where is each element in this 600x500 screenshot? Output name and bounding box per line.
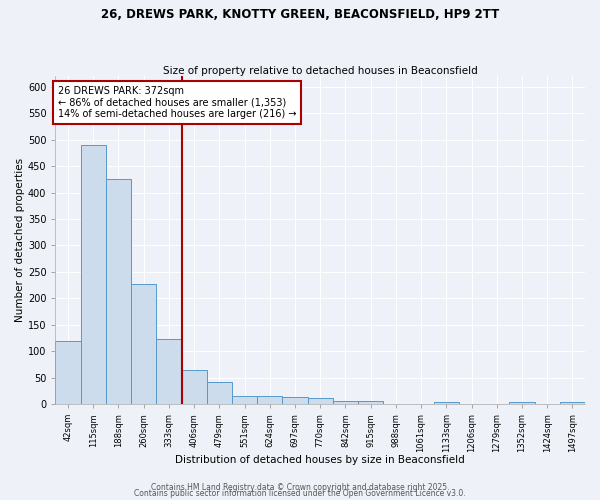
Text: 26, DREWS PARK, KNOTTY GREEN, BEACONSFIELD, HP9 2TT: 26, DREWS PARK, KNOTTY GREEN, BEACONSFIE… [101,8,499,20]
Bar [131,284,157,404]
Bar [257,396,283,404]
Bar [157,339,182,404]
X-axis label: Distribution of detached houses by size in Beaconsfield: Distribution of detached houses by size … [175,455,465,465]
Bar [358,402,383,404]
Bar [106,180,131,404]
Title: Size of property relative to detached houses in Beaconsfield: Size of property relative to detached ho… [163,66,478,76]
Bar [207,382,232,404]
Text: Contains public sector information licensed under the Open Government Licence v3: Contains public sector information licen… [134,490,466,498]
Bar [509,402,535,404]
Text: 26 DREWS PARK: 372sqm
← 86% of detached houses are smaller (1,353)
14% of semi-d: 26 DREWS PARK: 372sqm ← 86% of detached … [58,86,296,120]
Bar [333,401,358,404]
Bar [434,402,459,404]
Y-axis label: Number of detached properties: Number of detached properties [15,158,25,322]
Bar [55,340,80,404]
Text: Contains HM Land Registry data © Crown copyright and database right 2025.: Contains HM Land Registry data © Crown c… [151,484,449,492]
Bar [182,370,207,404]
Bar [80,145,106,404]
Bar [232,396,257,404]
Bar [283,396,308,404]
Bar [560,402,585,404]
Bar [308,398,333,404]
